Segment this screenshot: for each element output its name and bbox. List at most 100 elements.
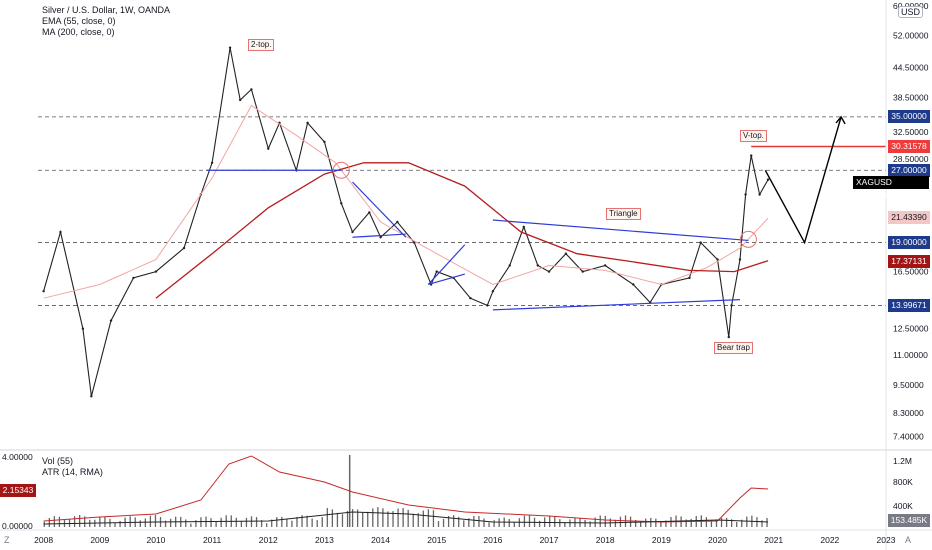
volume-bar [422,510,424,527]
volume-bar [463,520,465,527]
volume-bar [382,508,384,527]
wedge-lower-line [352,233,406,238]
annotation-triangle[interactable]: Triangle [606,208,641,220]
volume-bar [715,520,718,527]
volume-bar [731,519,733,527]
timezone-icon[interactable]: Z [4,535,10,545]
volume-bar [685,519,687,527]
volume-bar [437,521,440,527]
price-point [491,290,495,293]
volume-bar [326,508,328,527]
time-tick-label: 2020 [708,535,727,545]
volume-bar [276,517,278,527]
volume-bar [498,518,500,527]
volume-bar [705,517,708,527]
price-point [379,236,382,239]
volume-bar [453,515,455,527]
volume-bar [286,519,288,527]
price-point [210,161,214,164]
volume-bar [185,519,187,527]
volume-bar [281,516,283,527]
price-point [132,276,135,280]
time-tick-label: 2023 [877,535,896,545]
price-tick-label: 32.50000 [893,127,929,137]
annotation-two-top[interactable]: 2-top. [248,39,275,51]
volume-bar [154,515,157,527]
volume-bar [614,519,617,527]
volume-bar [468,518,470,527]
time-tick-label: 2013 [315,535,334,545]
volume-bar [84,516,86,527]
time-tick-label: 2022 [820,535,839,545]
annotation-bear-trap[interactable]: Bear trap [714,342,753,354]
legend-ema: EMA (55, close, 0) [42,16,116,26]
volume-bar [720,517,723,527]
chart-legend: Silver / U.S. Dollar, 1W, OANDA EMA (55,… [42,5,170,38]
time-tick-label: 2014 [371,535,390,545]
volume-bar [78,515,81,527]
volume-bar [351,509,354,527]
currency-badge[interactable]: USD [897,6,923,18]
price-point [581,270,584,273]
volume-bar [210,518,212,527]
volume-bar [169,518,172,527]
sub-right-tick: 800K [893,477,913,487]
price-point [522,225,525,229]
volume-bar [599,515,601,527]
time-tick-label: 2012 [259,535,278,545]
volume-bar [311,518,313,527]
price-point [42,290,45,293]
sub-right-tick: 400K [893,501,913,511]
main-price-pane[interactable] [38,46,886,398]
volume-bar [650,517,652,527]
volume-bar [73,516,76,527]
volume-bar [99,517,101,527]
volume-bar [427,509,430,527]
volume-bar [372,508,374,527]
price-point [81,327,85,330]
time-tick-label: 2010 [146,535,165,545]
volume-bar [746,516,748,527]
symbol-label: XAGUSD [856,177,892,187]
projection-arrowhead [835,115,846,125]
price-point [536,264,540,267]
price-point [738,258,742,261]
time-tick-label: 2011 [203,535,222,545]
price-point [699,241,702,244]
atr-value-tag: 2.15343 [0,484,36,497]
price-point [323,140,326,144]
price-tag: 17.37131 [888,254,930,268]
time-tick-label: 2015 [427,535,446,545]
price-tag: 19.00000 [888,236,930,250]
price-point [109,319,113,322]
volume-bar [245,517,248,527]
volume-bar [493,520,495,527]
annotation-v-top[interactable]: V-top. [740,130,767,142]
price-point [508,264,511,267]
legend-title: Silver / U.S. Dollar, 1W, OANDA [42,5,171,15]
price-tag: 35.00000 [888,110,930,124]
volume-bar [660,520,662,527]
price-point [267,147,270,150]
volume-bar [640,521,642,527]
volume-bar [240,521,243,527]
price-point [154,270,158,273]
volume-bar [215,521,217,527]
price-point [469,296,472,300]
volume-bar [549,515,551,527]
price-point [547,270,551,273]
volume-bar [139,520,141,527]
price-point [758,193,761,196]
volume-bar [271,519,273,527]
volume-bar [725,517,728,527]
breakout-circle [739,230,757,248]
price-tag: 13.99671 [888,298,930,312]
volume-bar [523,515,526,527]
volume-atr-pane[interactable] [43,455,769,527]
volume-bar [255,517,258,527]
volume-bar [356,509,359,527]
sub-left-tick: 0.00000 [2,521,33,531]
volume-bar [144,518,147,527]
auto-scale-icon[interactable]: A [905,535,912,545]
